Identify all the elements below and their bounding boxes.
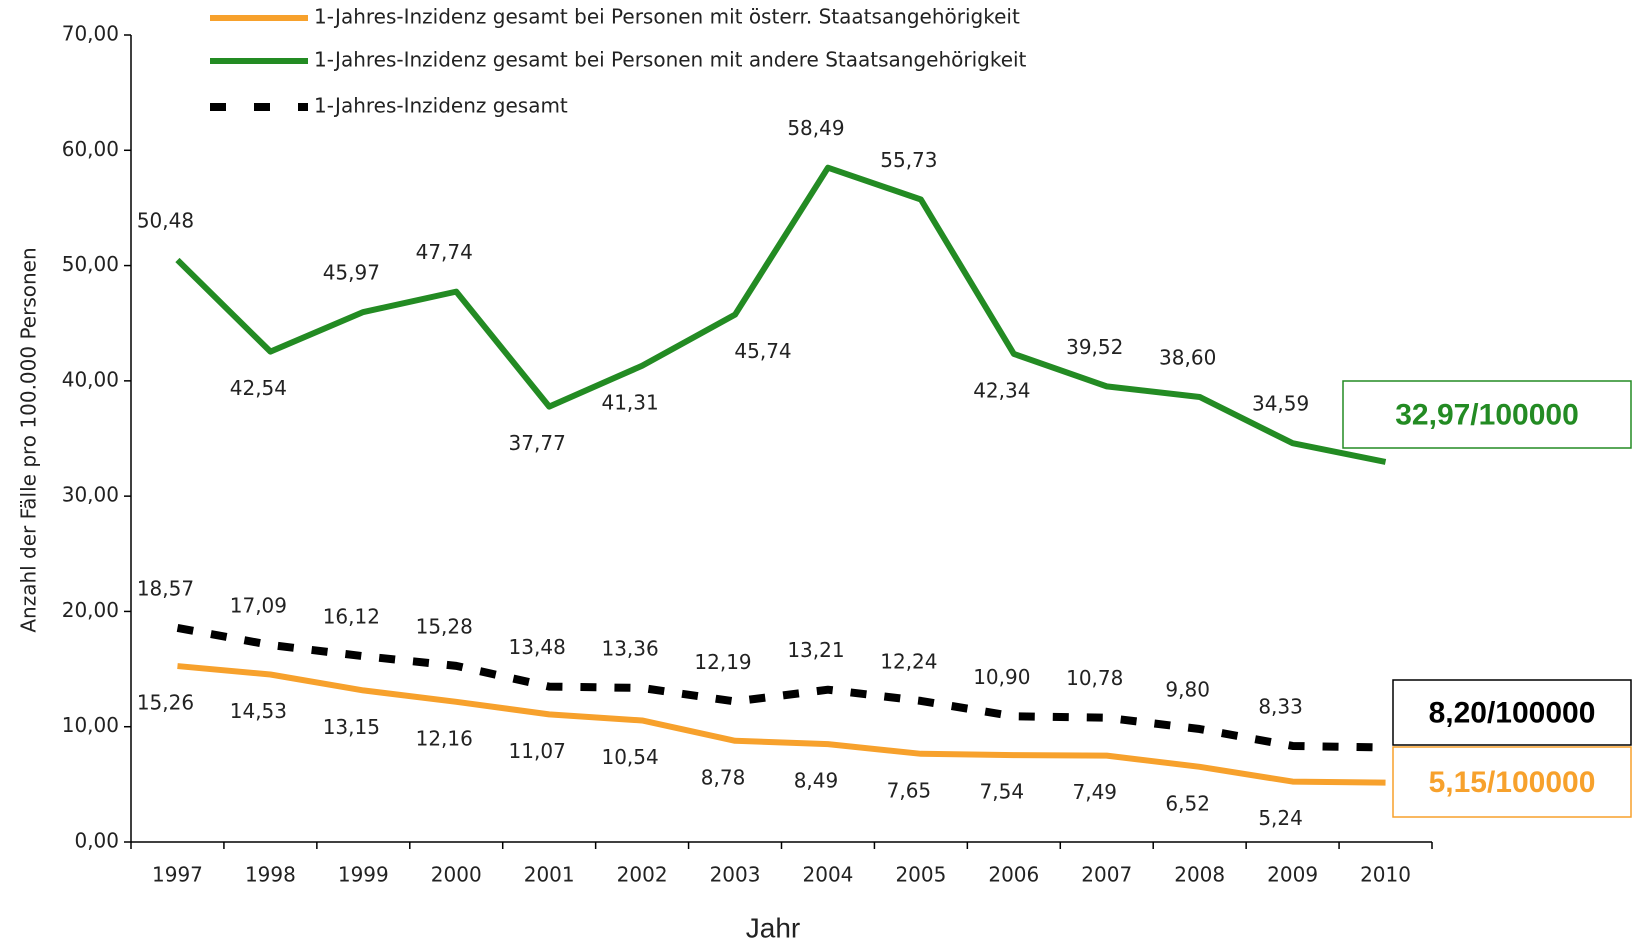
data-label: 13,36	[601, 636, 658, 660]
x-tick-label: 2000	[431, 863, 482, 887]
x-tick-label: 1998	[245, 863, 296, 887]
data-label: 15,26	[137, 691, 194, 715]
data-label: 38,60	[1159, 345, 1216, 369]
data-label: 42,34	[973, 378, 1030, 402]
data-label: 37,77	[509, 431, 566, 455]
data-label: 41,31	[601, 390, 658, 414]
data-label: 50,48	[137, 209, 194, 233]
data-label: 12,19	[694, 650, 751, 674]
y-tick-label: 70,00	[62, 22, 119, 46]
data-label: 10,54	[601, 745, 658, 769]
line-solid	[175, 164, 1387, 465]
data-label: 16,12	[323, 605, 380, 629]
data-label: 45,74	[734, 339, 791, 363]
data-label: 14,53	[230, 699, 287, 723]
data-label: 45,97	[323, 261, 380, 285]
data-label: 5,24	[1258, 806, 1303, 830]
data-label: 42,54	[230, 376, 287, 400]
legend-label: 1-Jahres-Inzidenz gesamt bei Personen mi…	[314, 5, 1020, 29]
x-tick-label: 2008	[1174, 863, 1225, 887]
x-tick-label: 2010	[1360, 863, 1411, 887]
x-tick-label: 2001	[524, 863, 575, 887]
data-label: 13,21	[787, 638, 844, 662]
legend-label: 1-Jahres-Inzidenz gesamt	[314, 94, 568, 118]
data-label: 8,78	[701, 765, 746, 789]
data-label: 18,57	[137, 576, 194, 600]
data-label: 7,54	[980, 780, 1025, 804]
data-label: 55,73	[880, 148, 937, 172]
data-label: 6,52	[1165, 791, 1210, 815]
y-tick-label: 50,00	[62, 252, 119, 276]
data-label: 17,09	[230, 593, 287, 617]
x-tick-label: 2002	[617, 863, 668, 887]
data-label: 34,59	[1252, 392, 1309, 416]
data-label: 12,24	[880, 649, 937, 673]
data-label: 7,65	[887, 778, 932, 802]
y-axis-label: Anzahl der Fälle pro 100.000 Personen	[17, 247, 41, 632]
data-label: 11,07	[509, 739, 566, 763]
data-label: 12,16	[416, 726, 473, 750]
x-tick-label: 2003	[710, 863, 761, 887]
data-label: 8,33	[1258, 694, 1303, 718]
x-tick-label: 2009	[1267, 863, 1318, 887]
data-label: 13,48	[509, 635, 566, 659]
x-tick-label: 2007	[1081, 863, 1132, 887]
data-label: 7,49	[1072, 780, 1117, 804]
data-label: 9,80	[1165, 678, 1210, 702]
data-label: 47,74	[416, 240, 473, 264]
value-box	[1392, 746, 1632, 818]
data-label: 8,49	[794, 769, 839, 793]
value-box	[1392, 679, 1632, 746]
x-tick-label: 2005	[895, 863, 946, 887]
data-label: 15,28	[416, 614, 473, 638]
legend-label: 1-Jahres-Inzidenz gesamt bei Personen mi…	[314, 48, 1027, 72]
value-box	[1342, 380, 1632, 449]
line-solid	[177, 663, 1386, 786]
x-tick-label: 1999	[338, 863, 389, 887]
value-box-label: 8,20/100000	[1429, 696, 1596, 729]
x-tick-label: 2004	[803, 863, 854, 887]
y-tick-label: 10,00	[62, 713, 119, 737]
y-tick-label: 40,00	[62, 367, 119, 391]
x-axis-label: Jahr	[746, 912, 800, 943]
value-box-label: 5,15/100000	[1429, 766, 1596, 799]
x-tick-label: 1997	[152, 863, 203, 887]
y-tick-label: 0,00	[74, 829, 119, 853]
data-label: 10,78	[1066, 666, 1123, 690]
y-tick-label: 20,00	[62, 598, 119, 622]
data-label: 58,49	[787, 116, 844, 140]
data-label: 39,52	[1066, 335, 1123, 359]
y-tick-label: 30,00	[62, 483, 119, 507]
y-tick-label: 60,00	[62, 137, 119, 161]
value-box-label: 32,97/100000	[1395, 398, 1579, 431]
data-label: 10,90	[973, 665, 1030, 689]
data-label: 13,15	[323, 715, 380, 739]
x-tick-label: 2006	[988, 863, 1039, 887]
